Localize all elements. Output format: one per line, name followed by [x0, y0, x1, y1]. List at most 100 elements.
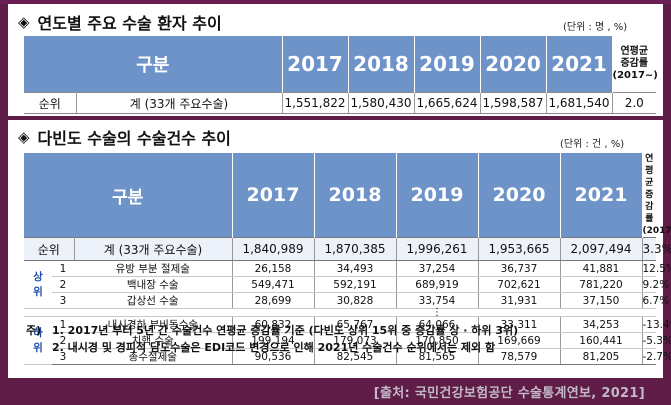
- header-year: 2021: [546, 36, 613, 93]
- value-cell: 170,850: [396, 332, 479, 349]
- rank-cell: 순위: [24, 92, 77, 114]
- footnote-line: 2. 내시경 및 경피적 담도수술은 EDI코드 변경으로 인해 2021년 수…: [52, 341, 496, 354]
- value-cell: 1,580,430: [348, 92, 415, 114]
- rate-line: (2017~): [612, 70, 658, 81]
- table-header-row: 구분 2017 2018 2019 2020 2021 연평균 증감률 (201…: [24, 36, 658, 93]
- value-cell: 65,767: [314, 316, 397, 333]
- value-cell: 26,158: [232, 260, 315, 277]
- table-row: 3 갑상선 수술 28,699 30,828 33,754 31,931 37,…: [24, 292, 670, 309]
- top-group-label: 상 위: [24, 260, 52, 309]
- rate-cell: 6.7%: [642, 292, 670, 309]
- ellipsis-row: ⋮: [24, 308, 656, 318]
- value-cell: 1,953,665: [478, 237, 561, 261]
- header-rate: 연평균 증감률 (2017~): [611, 36, 658, 93]
- value-cell: 78,579: [478, 348, 561, 365]
- index-cell: 1: [52, 260, 74, 277]
- rate-line: 연평균 증감률: [645, 154, 654, 224]
- empty-cell: [24, 308, 74, 317]
- value-cell: 702,621: [478, 276, 561, 293]
- value-cell: 81,565: [396, 348, 479, 365]
- annual-patient-table: 구분 2017 2018 2019 2020 2021 연평균 증감률 (201…: [24, 36, 658, 114]
- value-cell: 64,066: [396, 316, 479, 333]
- rate-cell: -5.3%: [642, 332, 671, 349]
- header-year: 2020: [480, 36, 547, 93]
- value-cell: 28,699: [232, 292, 315, 309]
- section2-unit: (단위 : 건 , %): [560, 139, 625, 150]
- header-gubun: 구분: [24, 153, 233, 238]
- table-row: 2 치핵 수술 199,194 179,073 170,850 169,669 …: [24, 332, 671, 349]
- value-cell: 160,441: [560, 332, 643, 349]
- label-cell: 백내장 수술: [74, 276, 233, 293]
- footnote-mark: 주): [26, 324, 42, 337]
- value-cell: 34,253: [560, 316, 643, 333]
- section1-unit: (단위 : 명 , %): [563, 22, 628, 33]
- index-cell: 3: [52, 348, 74, 365]
- rate-cell: 2.0: [612, 92, 656, 114]
- label-cell: 계 (33개 주요수술): [76, 92, 283, 114]
- value-cell: 33,311: [478, 316, 561, 333]
- value-cell: 1,870,385: [314, 237, 397, 261]
- value-cell: 1,665,624: [414, 92, 481, 114]
- table-row: 순위 계 (33개 주요수술) 1,551,822 1,580,430 1,66…: [24, 92, 656, 114]
- header-year: 2020: [478, 153, 561, 238]
- rate-cell: 9.2%: [642, 276, 670, 293]
- header-gubun: 구분: [24, 36, 283, 93]
- value-cell: 33,754: [396, 292, 479, 309]
- header-year: 2017: [232, 153, 315, 238]
- value-cell: 36,737: [478, 260, 561, 277]
- table-row: 하 위 1 내시경하 부비동수술 60,832 65,767 64,066 33…: [24, 316, 671, 365]
- value-cell: 781,220: [560, 276, 643, 293]
- frequent-surgery-panel: ◈ 다빈도 수술의 수술건수 추이 (단위 : 건 , %) 구분 2017 2…: [8, 120, 671, 378]
- value-cell: 34,493: [314, 260, 397, 277]
- table-row: 3 총수절제술 90,536 82,545 81,565 78,579 81,2…: [24, 348, 671, 365]
- index-cell: 3: [52, 292, 74, 309]
- rate-line: 증감률: [620, 58, 649, 69]
- label-cell: 계 (33개 주요수술): [74, 237, 233, 261]
- group-char: 상: [33, 270, 43, 283]
- group-char: 하: [33, 326, 43, 339]
- rate-line: 연평균: [620, 46, 649, 57]
- table-row: 상 위 1 유방 부분 절제술 26,158 34,493 37,254 36,…: [24, 260, 671, 309]
- ellipsis-mark: ⋮: [314, 308, 560, 318]
- value-cell: 82,545: [314, 348, 397, 365]
- value-cell: 30,828: [314, 292, 397, 309]
- value-cell: 1,551,822: [282, 92, 349, 114]
- top-frame-bar: [0, 0, 671, 4]
- value-cell: 90,536: [232, 348, 315, 365]
- header-year: 2018: [348, 36, 415, 93]
- label-cell: 총수절제술: [74, 348, 233, 365]
- value-cell: 37,150: [560, 292, 643, 309]
- header-rate: 연평균 증감률 (2017~): [641, 153, 671, 238]
- diamond-bullet-icon: ◈: [18, 13, 30, 31]
- value-cell: 60,832: [232, 316, 315, 333]
- bottom-group-label: 하 위: [24, 316, 52, 365]
- section1-title-text: 연도별 주요 수술 환자 추이: [37, 14, 222, 33]
- label-cell: 치핵 수술: [74, 332, 233, 349]
- section2-title-text: 다빈도 수술의 수술건수 추이: [37, 129, 231, 148]
- rate-cell: 3.3%: [642, 237, 671, 261]
- value-cell: 199,194: [232, 332, 315, 349]
- table-header-row: 구분 2017 2018 2019 2020 2021 연평균 증감률 (201…: [24, 153, 671, 238]
- frequent-surgery-table: 구분 2017 2018 2019 2020 2021 연평균 증감률 (201…: [24, 153, 671, 365]
- value-cell: 1,996,261: [396, 237, 479, 261]
- footnotes: 주) 1. 2017년 부터 5년 간 수술건수 연평균 증감률 기준 (다빈도…: [26, 322, 518, 356]
- source-caption: [출처: 국민건강보험공단 수술통계연보, 2021]: [373, 386, 645, 401]
- value-cell: 1,840,989: [232, 237, 315, 261]
- value-cell: 169,669: [478, 332, 561, 349]
- rate-cell: 12.5%: [642, 260, 671, 277]
- header-year: 2017: [282, 36, 349, 93]
- total-row: 순위 계 (33개 주요수술) 1,840,989 1,870,385 1,99…: [24, 237, 671, 261]
- index-cell: 2: [52, 276, 74, 293]
- value-cell: 37,254: [396, 260, 479, 277]
- value-cell: 41,881: [560, 260, 643, 277]
- rate-cell: -13.4%: [642, 316, 671, 333]
- value-cell: 2,097,494: [560, 237, 643, 261]
- table-row: 2 백내장 수술 549,471 592,191 689,919 702,621…: [24, 276, 670, 293]
- header-year: 2019: [396, 153, 479, 238]
- header-year: 2018: [314, 153, 397, 238]
- annual-patient-panel: ◈ 연도별 주요 수술 환자 추이 (단위 : 명 , %) 구분 2017 2…: [8, 4, 663, 116]
- value-cell: 31,931: [478, 292, 561, 309]
- value-cell: 1,598,587: [480, 92, 547, 114]
- value-cell: 592,191: [314, 276, 397, 293]
- empty-cell: [74, 308, 314, 317]
